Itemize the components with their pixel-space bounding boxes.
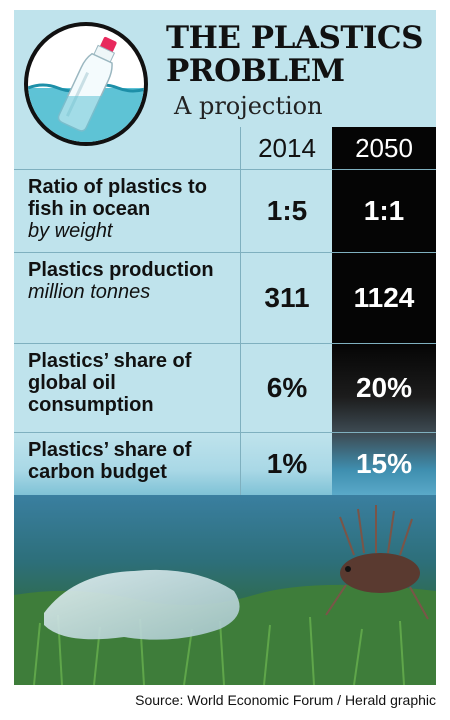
- value-2050: 1:1: [332, 170, 436, 252]
- row-divider: [14, 169, 436, 170]
- value-2014: 1:5: [240, 170, 333, 252]
- title-line-1: THE PLASTICS: [166, 20, 423, 56]
- row-label: Plastics’ share of global oil consumptio…: [28, 350, 238, 416]
- row-divider: [14, 343, 436, 344]
- subtitle: A projection: [174, 92, 323, 120]
- header: THE PLASTICS PROBLEM A projection: [14, 10, 436, 146]
- row-label-text: Plastics’ share of global oil consumptio…: [28, 350, 192, 416]
- row-label: Plastics’ share of carbon budget: [28, 439, 238, 483]
- lionfish: [325, 505, 429, 620]
- seabed-illustration: [14, 505, 436, 685]
- table-row: Plastics’ share of global oil consumptio…: [14, 344, 436, 432]
- value-2050: 1124: [332, 253, 436, 343]
- infographic-frame: THE PLASTICS PROBLEM A projection 2014 2…: [14, 10, 436, 685]
- row-divider: [14, 432, 436, 433]
- row-label-text: Ratio of plastics to fish in ocean: [28, 176, 207, 220]
- title-line-2: PROBLEM: [166, 53, 345, 89]
- value-2014: 6%: [240, 344, 333, 432]
- value-2050: 15%: [332, 433, 436, 495]
- row-unit: by weight: [28, 220, 113, 242]
- ocean-photo: [14, 495, 436, 685]
- column-header-2050: 2050: [332, 127, 436, 169]
- bottle-in-water-icon: [24, 22, 148, 146]
- value-2050: 20%: [332, 344, 436, 432]
- row-label-text: Plastics production: [28, 259, 214, 281]
- value-2014: 1%: [240, 433, 333, 495]
- table-row: Ratio of plastics to fish in ocean by we…: [14, 170, 436, 252]
- row-label: Plastics production million tonnes: [28, 259, 238, 303]
- table-row: Plastics’ share of carbon budget 1% 15%: [14, 433, 436, 495]
- page-title: THE PLASTICS PROBLEM: [166, 22, 436, 88]
- column-header-2014: 2014: [240, 127, 333, 169]
- plastic-bag: [44, 569, 240, 640]
- bottle-illustration: [28, 36, 144, 142]
- row-label: Ratio of plastics to fish in ocean by we…: [28, 176, 238, 242]
- row-label-text: Plastics’ share of carbon budget: [28, 439, 192, 483]
- value-2014: 311: [240, 253, 333, 343]
- row-unit: million tonnes: [28, 281, 151, 303]
- source-credit: Source: World Economic Forum / Herald gr…: [135, 692, 436, 708]
- table-row: Plastics production million tonnes 311 1…: [14, 253, 436, 343]
- row-divider: [14, 252, 436, 253]
